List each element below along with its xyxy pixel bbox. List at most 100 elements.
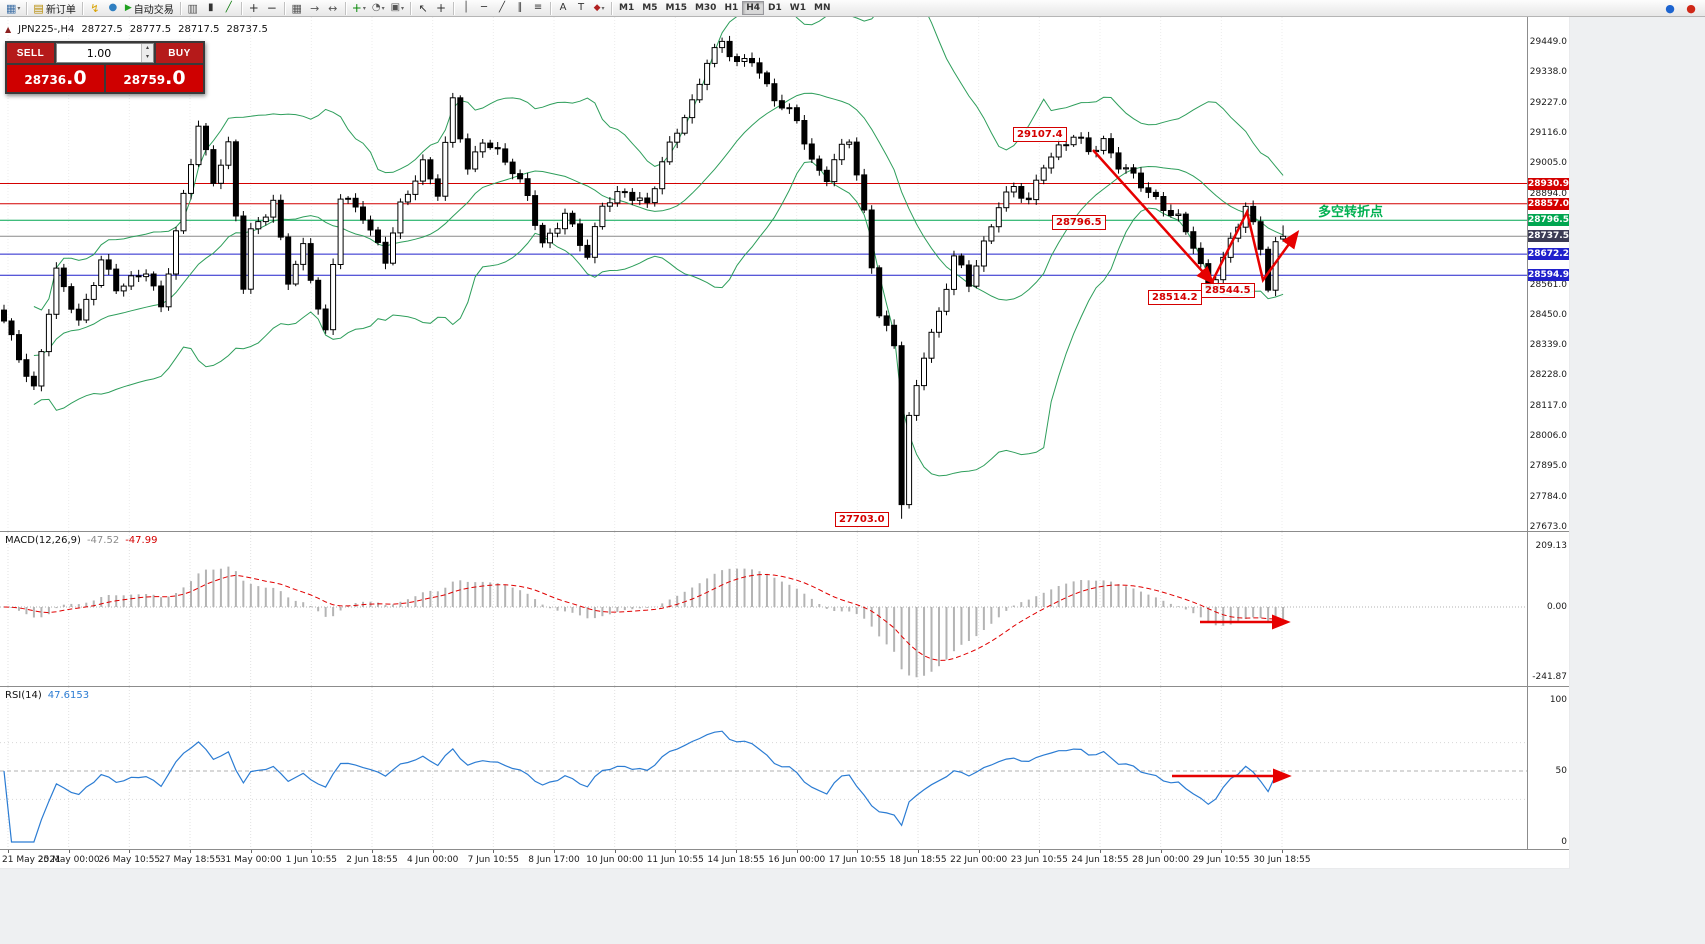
sell-button[interactable]: SELL xyxy=(7,43,54,63)
horizontal-line-button[interactable]: ─ xyxy=(475,1,493,16)
time-tick xyxy=(311,850,313,853)
main-chart-panel[interactable]: ▲ JPN225-,H4 28727.5 28777.5 28717.5 287… xyxy=(0,17,1569,531)
cursor-button[interactable]: ↖ xyxy=(414,1,432,16)
time-axis-label: 26 May 10:55 xyxy=(98,855,161,865)
auto-scroll-button[interactable]: → xyxy=(306,1,324,16)
buy-price-big-digit: .0 xyxy=(165,67,186,89)
symbol-period-label: JPN225-,H4 xyxy=(18,24,75,35)
price-tag: 28737.5 xyxy=(1528,230,1569,243)
time-tick xyxy=(796,850,798,853)
line-chart-button[interactable]: ╱ xyxy=(220,1,238,16)
price-axis-label: 28450.0 xyxy=(1529,309,1567,320)
toolbar-separator xyxy=(410,1,412,15)
rsi-axis: 100 50 0 xyxy=(1527,687,1569,849)
fibonacci-button[interactable]: ≡ xyxy=(529,1,547,16)
timeframe-h1[interactable]: H1 xyxy=(724,3,739,13)
price-callout[interactable]: 28514.2 xyxy=(1148,290,1202,305)
channel-button[interactable]: ∥ xyxy=(511,1,529,16)
timeframe-h4[interactable]: H4 xyxy=(742,1,765,15)
ohlc-open: 28727.5 xyxy=(81,24,123,35)
community-icon: ● xyxy=(1665,1,1675,15)
indicators-button[interactable]: + ▾ xyxy=(349,1,369,16)
candlestick-chart-button[interactable]: ▮ xyxy=(202,1,220,16)
time-axis-label: 25 May 00:00 xyxy=(37,855,100,865)
periods-button[interactable]: ◔ ▾ xyxy=(369,1,388,16)
price-axis-label: 28894.0 xyxy=(1529,188,1567,199)
time-tick xyxy=(432,850,434,853)
time-tick xyxy=(554,850,555,853)
main-chart-plot[interactable] xyxy=(0,17,1527,531)
timeframe-m5[interactable]: M5 xyxy=(642,3,658,13)
ohlc-low: 28717.5 xyxy=(178,24,220,35)
zoom-out-button[interactable]: − xyxy=(263,1,281,16)
sell-price[interactable]: 28736.0 xyxy=(7,65,104,92)
rsi-panel[interactable]: RSI(14) 47.6153 100 50 0 xyxy=(0,686,1569,849)
time-axis-label: 4 Jun 00:00 xyxy=(406,855,459,865)
timeframe-m1[interactable]: M1 xyxy=(619,3,635,13)
alerts-button[interactable]: ↯ xyxy=(86,1,104,16)
price-tag: 28857.0 xyxy=(1528,197,1569,210)
time-tick xyxy=(372,850,373,853)
time-axis-label: 24 Jun 18:55 xyxy=(1071,855,1129,865)
time-axis-label: 7 Jun 10:55 xyxy=(467,855,520,865)
buy-button[interactable]: BUY xyxy=(156,43,203,63)
volume-down-icon[interactable]: ▾ xyxy=(142,53,153,62)
timeframe-m30[interactable]: M30 xyxy=(694,3,717,13)
new-order-button[interactable]: ▤ 新订单 xyxy=(30,1,78,16)
timeframe-m15[interactable]: M15 xyxy=(665,3,687,13)
market-watch-button[interactable]: ● xyxy=(104,1,122,16)
toolbar-separator xyxy=(344,1,346,15)
autotrading-button[interactable]: ▶ 自动交易 xyxy=(122,1,177,16)
price-axis-label: 28006.0 xyxy=(1529,431,1567,441)
trendline-button[interactable]: ╱ xyxy=(493,1,511,16)
price-axis-label: 29449.0 xyxy=(1529,37,1567,47)
timeframe-d1[interactable]: D1 xyxy=(768,3,782,13)
vertical-line-button[interactable]: │ xyxy=(457,1,475,16)
one-click-toggle-icon[interactable]: ▲ xyxy=(5,25,12,34)
community-button[interactable]: ● xyxy=(1661,1,1679,16)
toolbar-separator xyxy=(179,1,181,15)
time-axis-label: 16 Jun 00:00 xyxy=(768,855,826,865)
workspace-background-right xyxy=(1570,17,1705,944)
time-axis-label: 23 Jun 10:55 xyxy=(1010,855,1068,865)
shapes-button[interactable]: ◆ ▾ xyxy=(590,1,608,16)
time-axis-label: 11 Jun 10:55 xyxy=(646,855,704,865)
toolbar-separator xyxy=(240,1,242,15)
time-tick xyxy=(978,850,980,853)
timeframe-mn[interactable]: MN xyxy=(813,3,831,13)
zoom-in-button[interactable]: + xyxy=(245,1,263,16)
zoom-out-icon: − xyxy=(266,1,277,15)
volume-box: ▴ ▾ xyxy=(56,43,154,63)
time-axis[interactable]: 21 May 2021 25 May 00:00 26 May 10:55 27 Ma… xyxy=(0,849,1569,868)
text-button[interactable]: A xyxy=(554,1,572,16)
price-axis[interactable]: 29449.0 29338.0 29227.0 29116.0 29005.0 28894… xyxy=(1527,17,1569,531)
crosshair-button[interactable]: + xyxy=(432,1,450,16)
note-label[interactable]: 多空转折点 xyxy=(1318,204,1384,219)
price-callout[interactable]: 28544.5 xyxy=(1201,283,1255,298)
bar-chart-button[interactable]: ▥ xyxy=(184,1,202,16)
time-axis-label: 10 Jun 00:00 xyxy=(586,855,644,865)
chart-ohlc-header: ▲ JPN225-,H4 28727.5 28777.5 28717.5 287… xyxy=(5,24,268,35)
chart-shift-button[interactable]: ↔ xyxy=(324,1,342,16)
price-axis-label: 29338.0 xyxy=(1529,67,1567,78)
tile-windows-button[interactable]: ▦ xyxy=(288,1,306,16)
new-chart-button[interactable]: ▦ ▾ xyxy=(3,1,23,16)
tile-windows-icon: ▦ xyxy=(291,1,302,15)
price-callout[interactable]: 27703.0 xyxy=(835,512,889,527)
time-axis-label: 22 Jun 00:00 xyxy=(950,855,1008,865)
line-chart-icon: ╱ xyxy=(225,2,232,13)
toolbar-buttons: ▦ ▾ ▤ 新订单 ↯ ● ▶ 自动交易 ▥ ▮ ╱ + − ▦ → ↔ + ▾ ◔ ▾ ▣ ▾ ↖ + │ ─ ╱ ∥ ≡ A T ◆ ▾ xyxy=(3,0,608,17)
one-click-trade-panel: SELL ▴ ▾ BUY 28736.0 28759 xyxy=(5,41,205,94)
timeframe-w1[interactable]: W1 xyxy=(789,3,806,13)
templates-button[interactable]: ▣ ▾ xyxy=(388,1,407,16)
price-callout[interactable]: 28796.5 xyxy=(1052,215,1106,230)
volume-input[interactable] xyxy=(57,44,141,62)
price-callout[interactable]: 29107.4 xyxy=(1013,127,1067,142)
macd-panel[interactable]: MACD(12,26,9) -47.52 -47.99 209.13 0.00 -2… xyxy=(0,531,1569,686)
label-button[interactable]: T xyxy=(572,1,590,16)
sell-price-big-digit: .0 xyxy=(66,67,87,89)
dropdown-caret-icon: ▾ xyxy=(601,4,605,12)
buy-price[interactable]: 28759.0 xyxy=(106,65,203,92)
notifications-button[interactable]: ● xyxy=(1682,1,1700,16)
volume-up-icon[interactable]: ▴ xyxy=(142,44,153,53)
